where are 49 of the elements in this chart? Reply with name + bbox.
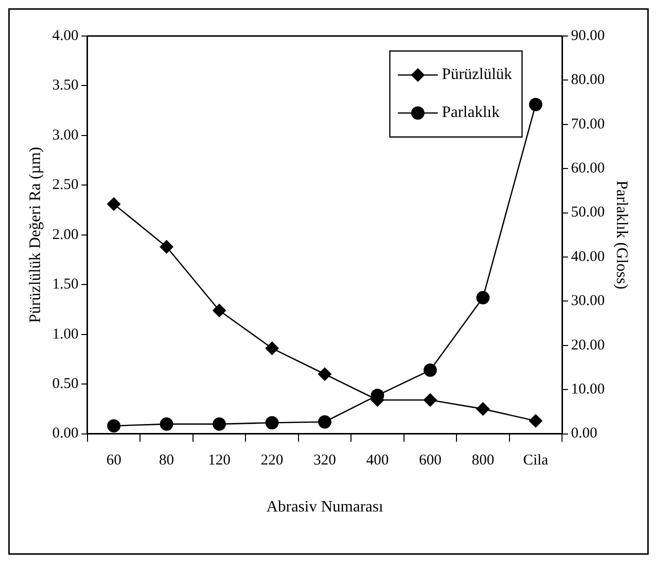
y2-tick-label: 40.00	[571, 248, 605, 265]
point	[160, 240, 174, 254]
x-axis-title: Abrasiv Numarası	[266, 498, 384, 516]
x-tick-label: 60	[106, 452, 122, 469]
y2-tick-label: 50.00	[571, 204, 605, 221]
legend-label: Parlaklık	[442, 104, 500, 122]
point	[424, 393, 437, 407]
point	[212, 417, 226, 431]
point	[265, 416, 279, 430]
point	[318, 367, 332, 381]
y-tick-label: 2.00	[52, 226, 78, 243]
y2-axis-title: Parlaklık (Gloss)	[613, 180, 630, 290]
y-tick-label: 2.50	[52, 177, 78, 194]
y-tick-label: 1.50	[52, 276, 78, 293]
y-tick-label: 1.00	[52, 326, 78, 342]
y2-tick-label: 60.00	[571, 160, 605, 177]
legend-label: Pürüzlülük	[442, 66, 512, 84]
y-tick-label: 3.00	[52, 127, 78, 144]
point	[318, 415, 332, 429]
y-axis-title: Pürüzlülük Değeri Ra (µm)	[26, 146, 44, 323]
x-tick-label: 800	[472, 452, 494, 469]
point	[529, 414, 542, 428]
y2-tick-label: 20.00	[571, 337, 605, 354]
point	[476, 291, 490, 304]
point	[476, 402, 490, 416]
y2-tick-label: 90.00	[571, 28, 605, 44]
point	[107, 419, 120, 432]
y-tick-label: 0.50	[52, 376, 78, 392]
point	[107, 197, 120, 211]
point	[265, 342, 279, 355]
y-tick-label: 4.00	[52, 28, 78, 44]
x-tick-label: Cila	[523, 452, 549, 469]
x-tick-label: 220	[260, 452, 284, 469]
point	[160, 417, 174, 431]
x-tick-label: 120	[208, 452, 231, 469]
y2-tick-label: 30.00	[571, 293, 605, 310]
x-tick-label: 80	[159, 452, 174, 469]
point	[529, 98, 542, 112]
point	[212, 304, 226, 318]
y2-tick-label: 70.00	[571, 116, 605, 132]
y2-tick-label: 0.00	[571, 426, 598, 442]
y2-tick-label: 80.00	[571, 72, 605, 88]
x-tick-label: 600	[418, 452, 442, 469]
y-tick-label: 0.00	[52, 426, 78, 442]
x-tick-label: 320	[314, 452, 336, 469]
y2-tick-label: 10.00	[571, 382, 605, 398]
x-tick-label: 400	[366, 452, 389, 469]
y-tick-label: 3.50	[52, 78, 78, 94]
point	[424, 364, 437, 377]
